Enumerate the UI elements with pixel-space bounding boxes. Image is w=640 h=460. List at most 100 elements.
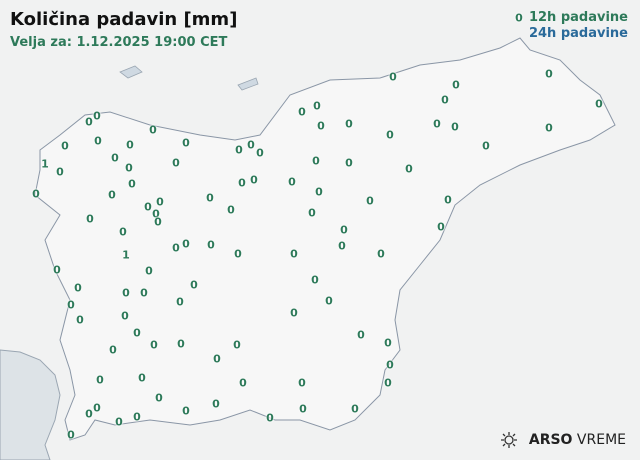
- station-value: 0: [109, 343, 117, 357]
- station-value: 0: [108, 188, 116, 202]
- station-value: 0: [405, 162, 413, 176]
- legend-24h: 24h padavine: [528, 26, 628, 41]
- station-value: 0: [299, 402, 307, 416]
- station-value: 0: [235, 143, 243, 157]
- station-value: 0: [515, 11, 523, 25]
- arso-logo: ARSO VREME: [499, 431, 626, 449]
- station-value: 0: [149, 123, 157, 137]
- station-value: 0: [67, 428, 75, 442]
- station-value: 0: [308, 206, 316, 220]
- station-value: 0: [76, 313, 84, 327]
- station-value: 0: [155, 391, 163, 405]
- station-value: 0: [444, 193, 452, 207]
- station-value: 0: [351, 402, 359, 416]
- sea-gulf-of-trieste: [0, 349, 61, 460]
- station-value: 1: [41, 157, 49, 171]
- station-value: 0: [206, 191, 214, 205]
- sun-cloud-icon: [500, 432, 517, 448]
- station-value: 0: [437, 220, 445, 234]
- station-value: 0: [482, 139, 490, 153]
- station-value: 0: [138, 371, 146, 385]
- station-value: 0: [366, 194, 374, 208]
- station-value: 0: [74, 281, 82, 295]
- station-value: 0: [288, 175, 296, 189]
- station-value: 0: [545, 67, 553, 81]
- station-value: 0: [172, 156, 180, 170]
- station-value: 0: [315, 185, 323, 199]
- station-value: 0: [96, 373, 104, 387]
- map-title: Količina padavin [mm]: [10, 9, 238, 30]
- logo-brand: ARSO: [528, 432, 573, 448]
- station-value: 0: [145, 264, 153, 278]
- station-value: 0: [182, 237, 190, 251]
- station-value: 0: [156, 195, 164, 209]
- station-value: 0: [386, 358, 394, 372]
- station-value: 0: [150, 338, 158, 352]
- station-value: 0: [213, 352, 221, 366]
- station-value: 0: [441, 93, 449, 107]
- station-value: 0: [266, 411, 274, 425]
- station-value: 0: [94, 134, 102, 148]
- station-value: 0: [86, 212, 94, 226]
- station-value: 0: [298, 105, 306, 119]
- station-value: 0: [313, 99, 321, 113]
- logo-product: VREME: [576, 432, 626, 448]
- station-value: 0: [53, 263, 61, 277]
- station-value: 0: [152, 207, 160, 221]
- station-value: 0: [433, 117, 441, 131]
- station-value: 0: [144, 200, 152, 214]
- station-value: 0: [190, 278, 198, 292]
- station-value: 0: [128, 177, 136, 191]
- station-value: 0: [233, 338, 241, 352]
- station-value: 0: [140, 286, 148, 300]
- station-value: 0: [182, 404, 190, 418]
- lake: [237, 77, 259, 91]
- station-value: 0: [176, 295, 184, 309]
- station-value: 0: [85, 115, 93, 129]
- station-value: 0: [312, 154, 320, 168]
- station-value: 0: [340, 223, 348, 237]
- station-value: 0: [338, 239, 346, 253]
- station-value: 0: [317, 119, 325, 133]
- station-value: 0: [345, 117, 353, 131]
- station-value: 0: [111, 151, 119, 165]
- station-value: 0: [61, 139, 69, 153]
- valid-time: Velja za: 1.12.2025 19:00 CET: [10, 35, 228, 50]
- station-value: 0: [227, 203, 235, 217]
- station-value: 0: [247, 138, 255, 152]
- station-value: 0: [325, 294, 333, 308]
- station-value: 0: [122, 286, 130, 300]
- station-value: 0: [67, 298, 75, 312]
- station-value: 0: [298, 376, 306, 390]
- station-value: 0: [377, 247, 385, 261]
- legend-12h: 12h padavine: [528, 10, 628, 25]
- station-value: 0: [212, 397, 220, 411]
- station-value: 0: [126, 138, 134, 152]
- station-value: 0: [32, 187, 40, 201]
- slovenia-border: [34, 37, 616, 441]
- lake: [119, 65, 143, 79]
- station-value: 0: [238, 176, 246, 190]
- legend: 12h padavine 24h padavine: [529, 10, 628, 42]
- station-value: 0: [290, 247, 298, 261]
- station-value: 0: [290, 306, 298, 320]
- station-value: 0: [121, 309, 129, 323]
- station-value: 0: [125, 161, 133, 175]
- station-value: 0: [389, 70, 397, 84]
- station-value: 0: [234, 247, 242, 261]
- station-value: 0: [115, 415, 123, 429]
- station-value: 0: [133, 326, 141, 340]
- station-value: 0: [172, 241, 180, 255]
- station-value: 0: [452, 78, 460, 92]
- station-value: 0: [85, 407, 93, 421]
- station-value: 0: [384, 376, 392, 390]
- station-value: 0: [345, 156, 353, 170]
- station-value: 0: [182, 136, 190, 150]
- station-value: 0: [386, 128, 394, 142]
- station-value: 0: [93, 109, 101, 123]
- station-value: 0: [250, 173, 258, 187]
- station-value: 0: [239, 376, 247, 390]
- station-value: 0: [256, 146, 264, 160]
- station-value: 0: [451, 120, 459, 134]
